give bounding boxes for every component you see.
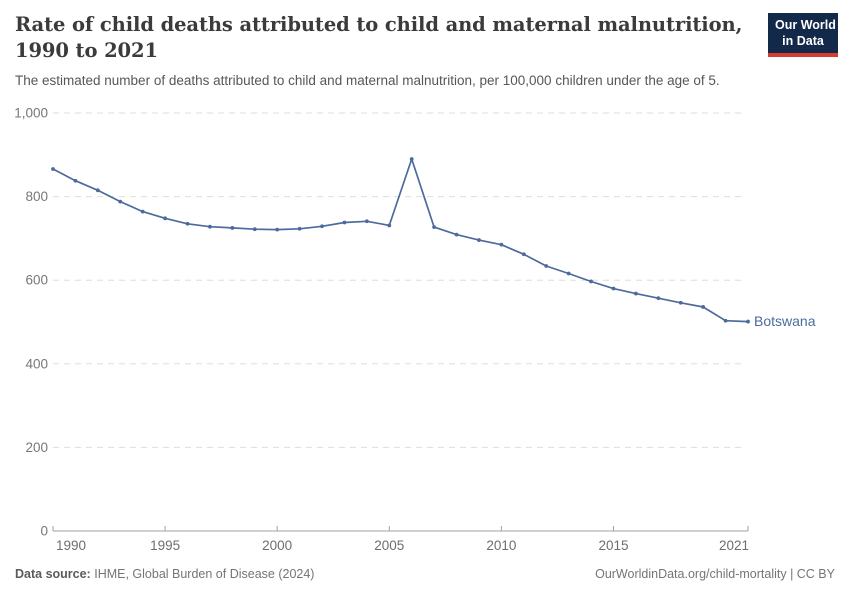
data-point[interactable]: [252, 227, 257, 232]
x-tick-label: 2005: [374, 538, 404, 553]
data-point[interactable]: [387, 223, 392, 228]
data-point[interactable]: [521, 252, 526, 257]
data-point[interactable]: [723, 318, 728, 323]
chart-subtitle: The estimated number of deaths attribute…: [15, 73, 720, 89]
series-label-botswana[interactable]: Botswana: [754, 313, 816, 329]
data-point[interactable]: [342, 220, 347, 225]
data-point[interactable]: [118, 199, 123, 204]
data-point[interactable]: [73, 178, 78, 183]
data-point[interactable]: [140, 209, 145, 214]
data-point[interactable]: [634, 291, 638, 296]
x-tick-label: 1990: [56, 538, 86, 553]
y-tick-label: 400: [25, 356, 48, 371]
data-point[interactable]: [297, 226, 302, 231]
title-line-2: 1990 to 2021: [15, 38, 158, 62]
license-note[interactable]: OurWorldinData.org/child-mortality | CC …: [595, 567, 835, 581]
data-source-value: IHME, Global Burden of Disease (2024): [94, 567, 315, 581]
data-point[interactable]: [95, 188, 100, 193]
series-line-botswana[interactable]: [52, 158, 749, 323]
x-tick-label: 2015: [598, 538, 628, 553]
x-tick-label: 2000: [262, 538, 292, 553]
chart-footer: Data source: IHME, Global Burden of Dise…: [15, 567, 835, 581]
data-point[interactable]: [409, 157, 414, 161]
data-point[interactable]: [51, 167, 55, 171]
data-point[interactable]: [589, 279, 593, 284]
y-tick-label: 600: [25, 273, 48, 288]
x-tick-label: 2021: [719, 538, 749, 553]
data-source: Data source: IHME, Global Burden of Dise…: [15, 567, 314, 581]
y-tick-label: 800: [25, 189, 48, 204]
data-point[interactable]: [364, 219, 369, 224]
data-point[interactable]: [746, 319, 750, 324]
page-title: Rate of child deaths attributed to child…: [15, 12, 755, 63]
data-point[interactable]: [656, 296, 661, 301]
data-point[interactable]: [208, 224, 212, 229]
owid-logo[interactable]: Our World in Data: [768, 13, 838, 58]
data-point[interactable]: [163, 216, 167, 221]
y-tick-label: 1,000: [14, 106, 48, 121]
data-point[interactable]: [499, 242, 504, 247]
data-point[interactable]: [611, 286, 616, 291]
data-point[interactable]: [432, 225, 437, 230]
data-point[interactable]: [678, 300, 683, 305]
y-tick-label: 0: [40, 524, 48, 539]
data-source-label: Data source:: [15, 567, 91, 581]
owid-logo-text-line2: in Data: [782, 33, 824, 48]
data-point[interactable]: [701, 305, 706, 309]
x-tick-label: 1995: [150, 538, 180, 553]
data-point[interactable]: [544, 264, 549, 268]
data-point[interactable]: [320, 224, 324, 229]
x-tick-label: 2010: [486, 538, 516, 553]
data-point[interactable]: [230, 226, 235, 230]
data-point[interactable]: [275, 227, 280, 232]
data-point[interactable]: [454, 232, 459, 237]
y-tick-label: 200: [25, 440, 48, 455]
data-point[interactable]: [185, 221, 190, 226]
owid-logo-text-line1: Our World: [775, 18, 836, 32]
data-point[interactable]: [566, 271, 571, 276]
data-point[interactable]: [477, 238, 481, 242]
title-line-1: Rate of child deaths attributed to child…: [15, 13, 743, 36]
chart-header: Rate of child deaths attributed to child…: [15, 12, 755, 91]
